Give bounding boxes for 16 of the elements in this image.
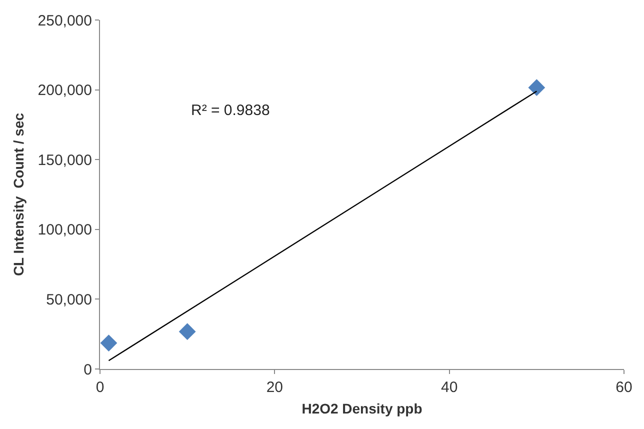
y-tick-label: 200,000 (38, 82, 92, 100)
y-tick-label: 150,000 (38, 152, 92, 169)
x-tick-label: 40 (440, 379, 458, 396)
y-tick-label: 250,000 (38, 12, 92, 30)
x-tick-label: 20 (266, 379, 284, 396)
annotation: R² = 0.9838 (191, 102, 270, 119)
y-tick-label: 100,000 (38, 222, 92, 239)
y-axis-title: CL Intensity Count / sec (10, 112, 26, 276)
point (100, 334, 118, 352)
x-tick-label: 0 (96, 379, 104, 396)
y-tick-label: 50,000 (46, 291, 92, 308)
point (528, 79, 546, 96)
x-axis-title: H2O2 Density ppb (302, 400, 422, 416)
x-tick-label: 60 (616, 379, 632, 396)
point (178, 323, 196, 340)
y-tick-label: 0 (84, 361, 92, 378)
